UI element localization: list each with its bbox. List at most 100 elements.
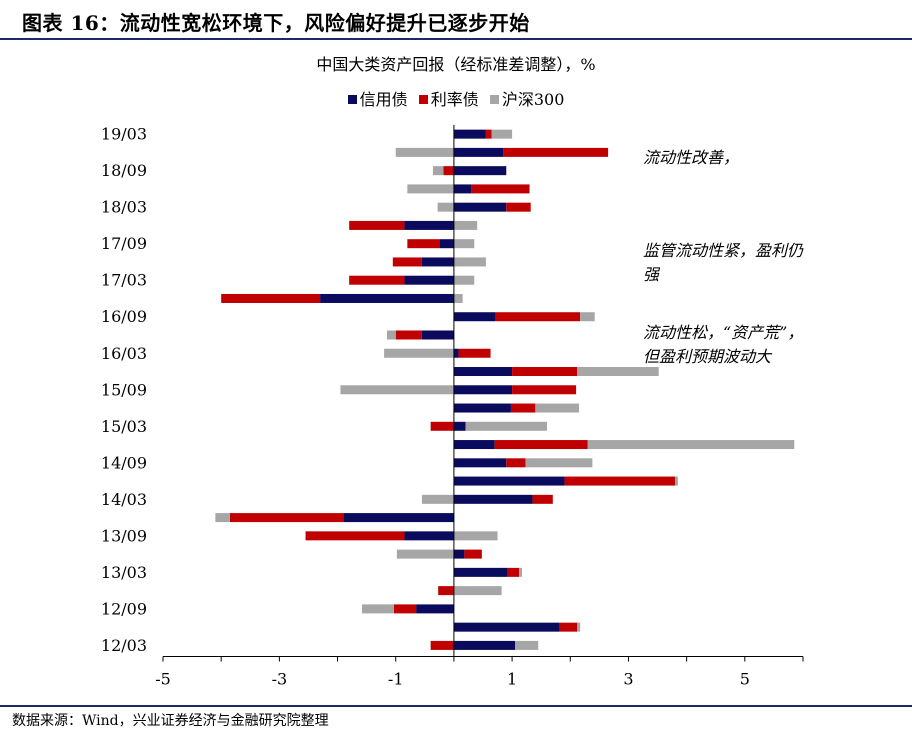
legend-item-credit-bond: 信用债	[347, 86, 408, 110]
bar-rate-bond-17-06	[392, 257, 422, 267]
bar-credit-bond-18-03	[453, 202, 507, 212]
legend-item-csi300: 沪深300	[489, 86, 565, 110]
bar-rate-bond-15-06	[510, 403, 536, 413]
bar-csi300-17-06	[453, 257, 486, 267]
bar-rate-bond-12-12	[438, 586, 454, 596]
bar-credit-bond-14-06	[453, 476, 565, 486]
title-divider	[0, 38, 912, 40]
bar-credit-bond-15-03	[453, 421, 466, 431]
bar-csi300-16-03	[384, 348, 454, 358]
bar-csi300-15-03	[465, 421, 547, 431]
bar-credit-bond-14-12	[453, 440, 495, 450]
bar-rate-bond-16-12	[221, 293, 321, 303]
annotation-tight-regulation: 监管流动性紧，盈利仍强	[643, 241, 804, 284]
bar-csi300-14-06	[675, 476, 678, 486]
bar-csi300-13-12	[215, 513, 230, 523]
bar-csi300-18-12	[395, 147, 454, 157]
bar-csi300-17-09	[453, 239, 475, 249]
bar-csi300-17-03	[453, 275, 475, 285]
bar-rate-bond-14-09	[506, 458, 526, 468]
bar-credit-bond-16-09	[453, 312, 496, 322]
bar-rate-bond-14-03	[532, 494, 553, 504]
bar-credit-bond-14-09	[453, 458, 507, 468]
legend-swatch-credit-bond	[347, 95, 357, 104]
bar-credit-bond-12-06	[453, 622, 560, 632]
bar-csi300-18-09	[432, 166, 444, 176]
bar-csi300-14-03	[421, 494, 454, 504]
bar-rate-bond-13-12	[229, 513, 344, 523]
bar-csi300-12-12	[453, 586, 502, 596]
bar-rate-bond-13-03	[507, 567, 520, 577]
legend-swatch-rate-bond	[418, 95, 428, 104]
bar-rate-bond-17-03	[349, 275, 405, 285]
bar-rate-bond-15-03	[430, 421, 454, 431]
bar-csi300-14-12	[587, 440, 795, 450]
x-tick-label: -1	[388, 670, 404, 689]
y-tick-label: 13/03	[101, 563, 147, 582]
bar-credit-bond-13-09	[404, 531, 454, 541]
bar-csi300-19-03	[491, 129, 513, 139]
bar-rate-bond-14-06	[564, 476, 675, 486]
bar-csi300-12-09	[361, 604, 394, 614]
bar-csi300-12-06	[577, 622, 581, 632]
chart-legend: 信用债 利率债 沪深300	[0, 86, 912, 110]
bar-csi300-16-06	[387, 330, 396, 340]
legend-swatch-csi300	[489, 95, 499, 104]
y-tick-label: 18/09	[101, 161, 147, 180]
bar-csi300-18-06	[407, 184, 454, 194]
y-tick-label: 17/09	[101, 234, 147, 253]
bar-credit-bond-16-12	[320, 293, 454, 303]
bar-credit-bond-12-03	[453, 640, 515, 650]
bar-credit-bond-16-03	[453, 348, 459, 358]
bar-rate-bond-18-06	[471, 184, 530, 194]
bar-rate-bond-16-03	[458, 348, 491, 358]
x-tick-label: 1	[507, 670, 517, 689]
bar-rate-bond-16-09	[495, 312, 581, 322]
bar-csi300-13-03	[519, 567, 522, 577]
y-tick-label: 14/09	[101, 453, 147, 472]
bar-csi300-15-06	[535, 403, 579, 413]
bar-credit-bond-15-06	[453, 403, 511, 413]
bar-csi300-16-09	[580, 312, 595, 322]
bar-csi300-15-09	[340, 385, 454, 395]
y-tick-label: 14/03	[101, 490, 147, 509]
y-tick-label: 16/09	[101, 307, 147, 326]
y-tick-label: 15/09	[101, 380, 147, 399]
y-tick-label: 13/09	[101, 526, 147, 545]
x-tick-label: -3	[272, 670, 288, 689]
bar-credit-bond-15-12	[453, 367, 513, 377]
source-note: 数据来源：Wind，兴业证券经济与金融研究院整理	[12, 713, 329, 729]
bar-credit-bond-14-03	[453, 494, 533, 504]
bar-rate-bond-18-03	[506, 202, 531, 212]
bar-rate-bond-14-12	[494, 440, 588, 450]
y-tick-label: 15/03	[101, 417, 147, 436]
y-tick-label: 16/03	[101, 344, 147, 363]
bar-rate-bond-15-09	[512, 385, 577, 395]
bar-credit-bond-17-09	[439, 239, 454, 249]
bar-csi300-17-12	[453, 220, 478, 230]
chart-title: 中国大类资产回报（经标准差调整），%	[316, 55, 596, 74]
bar-rate-bond-18-09	[443, 166, 454, 176]
bar-rate-bond-16-06	[395, 330, 422, 340]
x-tick-label: -5	[155, 670, 171, 689]
bar-rate-bond-13-09	[305, 531, 405, 541]
legend-label-csi300: 沪深300	[501, 90, 565, 109]
bar-credit-bond-19-03	[453, 129, 486, 139]
x-tick-label: 3	[623, 670, 633, 689]
bar-rate-bond-17-12	[349, 220, 405, 230]
y-tick-label: 12/03	[101, 636, 147, 655]
bar-rate-bond-13-06	[464, 549, 482, 559]
legend-label-rate-bond: 利率债	[430, 90, 479, 109]
bar-credit-bond-18-12	[453, 147, 504, 157]
bar-rate-bond-12-06	[559, 622, 578, 632]
y-tick-label: 18/03	[101, 198, 147, 217]
annotation-asset-shortage: 流动性松，“资产荒”，但盈利预期波动大	[643, 323, 804, 366]
bar-credit-bond-17-03	[404, 275, 454, 285]
bar-credit-bond-18-06	[453, 184, 472, 194]
bar-csi300-18-03	[437, 202, 454, 212]
bar-csi300-13-06	[396, 549, 454, 559]
legend-label-credit-bond: 信用债	[359, 90, 408, 109]
bar-credit-bond-16-06	[421, 330, 454, 340]
bar-rate-bond-17-09	[407, 239, 440, 249]
annotation-liquidity-improving: 流动性改善，	[643, 148, 740, 167]
